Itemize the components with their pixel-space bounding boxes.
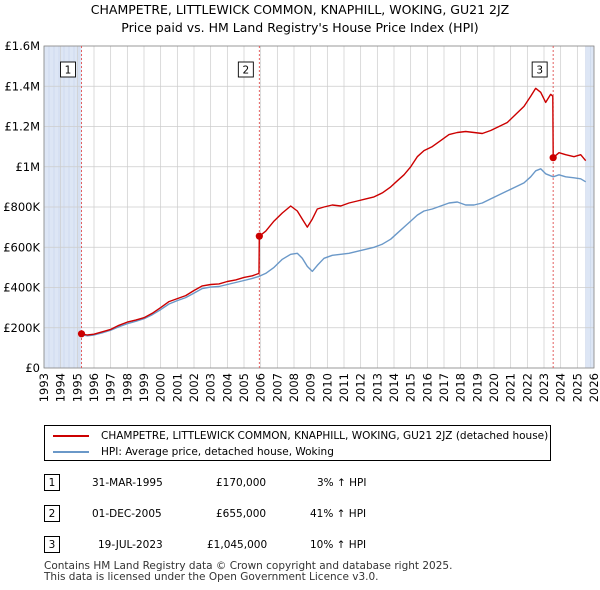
sale-marker-label: 3	[536, 65, 543, 77]
x-tick-label: 2010	[320, 373, 334, 402]
x-tick-label: 2024	[554, 373, 568, 402]
x-tick-label: 2016	[420, 373, 434, 402]
sale-hpi-change: 3% ↑ HPI	[317, 477, 367, 489]
footer-licence: This data is licensed under the Open Gov…	[44, 571, 379, 583]
x-tick-label: 2017	[437, 373, 451, 402]
property-price-line	[81, 87, 587, 336]
sale-marker-label: 1	[65, 65, 72, 77]
x-tick-label: 2015	[404, 373, 418, 402]
sale-row: 2 01-DEC-2005 £655,000 41% ↑ HPI	[44, 505, 564, 523]
x-tick-label: 1997	[104, 373, 118, 402]
sale-marker-box	[237, 61, 254, 78]
sale-number-badge: 3	[44, 536, 60, 553]
legend-label-property: CHAMPETRE, LITTLEWICK COMMON, KNAPHILL, …	[101, 430, 549, 442]
x-tick-label: 2013	[370, 373, 384, 402]
x-tick-label: 2021	[504, 373, 518, 402]
y-tick-label: £1.2M	[4, 120, 40, 134]
sale-hpi-change: 41% ↑ HPI	[310, 508, 367, 520]
sale-price: £1,045,000	[207, 539, 268, 551]
sale-marker-label: 2	[242, 65, 249, 77]
sale-point	[255, 232, 263, 240]
sale-row: 3 19-JUL-2023 £1,045,000 10% ↑ HPI	[44, 536, 564, 554]
x-tick-label: 2023	[537, 373, 551, 402]
y-tick-label: £600K	[3, 240, 40, 254]
x-tick-label: 2009	[304, 373, 318, 402]
x-tick-label: 2022	[520, 373, 534, 402]
sale-number-badge: 1	[44, 474, 60, 491]
x-tick-label: 2002	[187, 373, 201, 402]
y-tick-label: £800K	[3, 200, 40, 214]
x-tick-label: 2014	[387, 373, 401, 402]
x-tick-label: 1999	[137, 373, 151, 402]
x-tick-label: 2008	[287, 373, 301, 402]
x-tick-label: 2007	[270, 373, 284, 402]
x-tick-label: 1998	[120, 373, 134, 402]
y-tick-label: £200K	[3, 321, 40, 335]
x-tick-label: 1996	[87, 373, 101, 402]
x-tick-label: 2004	[220, 373, 234, 402]
x-tick-label: 2025	[570, 373, 584, 402]
x-tick-label: 1993	[37, 373, 51, 402]
x-tick-label: 2006	[254, 373, 268, 402]
price-chart: £0 £200K £400K £600K £800K £1M £1.2M £1.4M £1.6M…	[3, 39, 600, 402]
y-tick-label: £1.6M	[4, 39, 40, 53]
sale-date: 01-DEC-2005	[92, 508, 162, 520]
sale-date: 19-JUL-2023	[98, 539, 163, 551]
sale-hpi-change: 10% ↑ HPI	[310, 539, 367, 551]
sale-point	[77, 330, 86, 338]
y-tick-label: £400K	[3, 281, 40, 295]
legend-swatch-property	[53, 435, 89, 437]
x-tick-label: 1995	[70, 373, 84, 402]
y-tick-label: £1M	[15, 160, 40, 174]
x-tick-label: 2019	[470, 373, 484, 402]
sale-point	[549, 154, 557, 162]
sale-number-badge: 2	[44, 505, 60, 522]
x-tick-label: 2001	[170, 373, 184, 402]
footer-copyright: Contains HM Land Registry data © Crown c…	[44, 560, 453, 572]
plot-frame	[43, 45, 595, 369]
x-tick-label: 2026	[587, 373, 600, 402]
x-tick-label: 2011	[337, 373, 351, 402]
sale-row: 1 31-MAR-1995 £170,000 3% ↑ HPI	[44, 474, 564, 492]
y-tick-label: £1.4M	[4, 79, 40, 93]
chart-title-address: CHAMPETRE, LITTLEWICK COMMON, KNAPHILL, …	[90, 2, 510, 17]
sale-price: £655,000	[216, 508, 267, 520]
chart-subtitle: Price paid vs. HM Land Registry's House …	[121, 20, 479, 35]
y-tick-label: £0	[25, 361, 40, 375]
sale-price: £170,000	[216, 477, 267, 489]
sale-marker-box	[531, 61, 548, 78]
x-tick-label: 2012	[354, 373, 368, 402]
legend-swatch-hpi	[53, 451, 89, 453]
legend: CHAMPETRE, LITTLEWICK COMMON, KNAPHILL, …	[44, 425, 551, 461]
hpi-line	[81, 168, 587, 337]
x-tick-label: 2018	[454, 373, 468, 402]
sale-date: 31-MAR-1995	[92, 477, 163, 489]
legend-label-hpi: HPI: Average price, detached house, Woki…	[101, 446, 334, 458]
x-tick-label: 2005	[237, 373, 251, 402]
x-tick-label: 2020	[487, 373, 501, 402]
x-tick-label: 2003	[204, 373, 218, 402]
x-tick-label: 2000	[154, 373, 168, 402]
sale-marker-box	[60, 61, 76, 78]
x-tick-label: 1994	[54, 373, 68, 402]
